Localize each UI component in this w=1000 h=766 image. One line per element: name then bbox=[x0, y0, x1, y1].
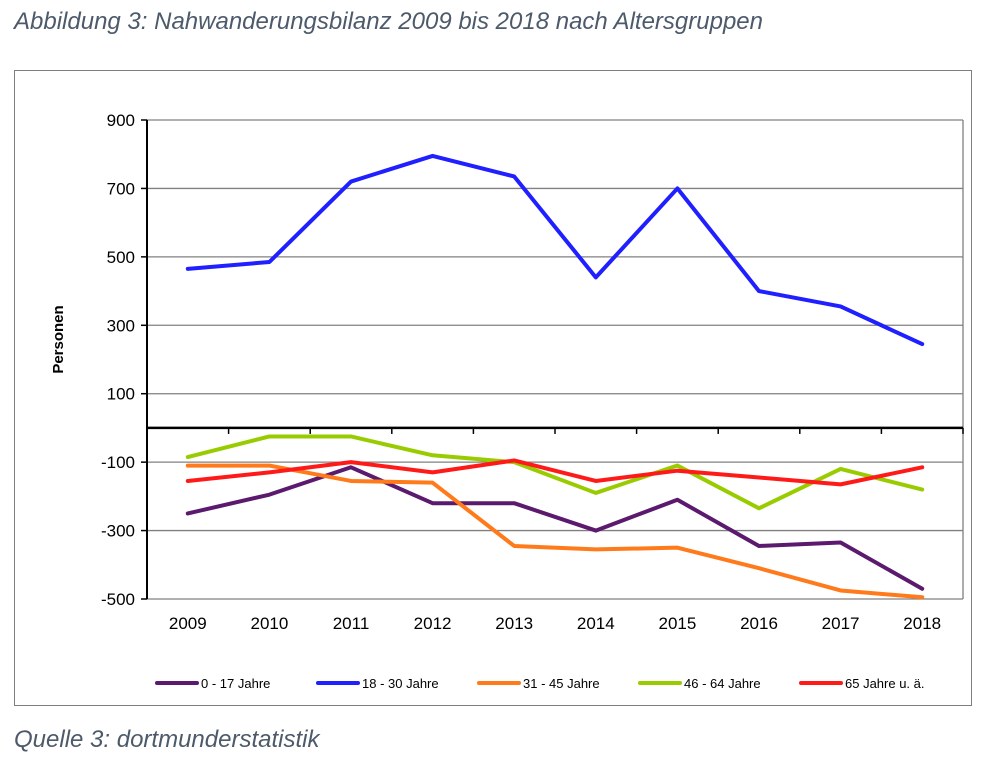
line-chart: -500 -300 -100 100 300 500 700 900 2009 2010 2011 2… bbox=[50, 111, 964, 691]
series-line bbox=[185, 434, 925, 511]
x-tick-label: 2011 bbox=[333, 614, 370, 633]
series-lines bbox=[185, 153, 925, 600]
y-tick-label: 500 bbox=[107, 248, 135, 267]
series-line bbox=[185, 458, 925, 487]
legend: 0 - 17 Jahre 18 - 30 Jahre 31 - 45 Jahre 46… bbox=[155, 676, 925, 691]
tick-labels: -500 -300 -100 100 300 500 700 900 2009 2010 2011 2… bbox=[50, 111, 941, 633]
legend-label: 31 - 45 Jahre bbox=[523, 676, 600, 691]
x-tick-label: 2009 bbox=[169, 614, 207, 633]
legend-label: 18 - 30 Jahre bbox=[362, 676, 439, 691]
y-tick-label: 700 bbox=[107, 179, 135, 198]
y-tick-label: -300 bbox=[101, 522, 135, 541]
y-tick-label: -100 bbox=[101, 453, 135, 472]
y-tick-label: -500 bbox=[101, 590, 135, 609]
grid-lines bbox=[147, 119, 964, 600]
y-axis-label: Personen bbox=[50, 305, 67, 373]
x-tick-label: 2014 bbox=[577, 614, 615, 633]
y-tick-label: 900 bbox=[107, 111, 135, 130]
legend-label: 65 Jahre u. ä. bbox=[845, 676, 925, 691]
legend-label: 46 - 64 Jahre bbox=[684, 676, 761, 691]
x-tick-label: 2013 bbox=[495, 614, 533, 633]
series-line bbox=[185, 465, 925, 591]
axes bbox=[141, 119, 964, 600]
x-tick-label: 2015 bbox=[658, 614, 696, 633]
y-tick-label: 100 bbox=[107, 385, 135, 404]
x-tick-label: 2018 bbox=[903, 614, 941, 633]
figure-title: Abbildung 3: Nahwanderungsbilanz 2009 bi… bbox=[14, 8, 763, 35]
x-tick-label: 2010 bbox=[250, 614, 288, 633]
x-tick-label: 2017 bbox=[822, 614, 860, 633]
series-line bbox=[185, 153, 925, 347]
x-tick-label: 2016 bbox=[740, 614, 778, 633]
series-line bbox=[185, 463, 925, 600]
y-tick-label: 300 bbox=[107, 316, 135, 335]
legend-label: 0 - 17 Jahre bbox=[201, 676, 270, 691]
chart-frame: -500 -300 -100 100 300 500 700 900 2009 2010 2011 2… bbox=[14, 70, 972, 706]
figure-source: Quelle 3: dortmunderstatistik bbox=[14, 726, 320, 753]
x-tick-label: 2012 bbox=[414, 614, 452, 633]
